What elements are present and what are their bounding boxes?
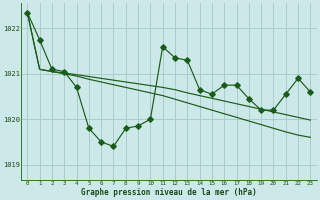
X-axis label: Graphe pression niveau de la mer (hPa): Graphe pression niveau de la mer (hPa) — [81, 188, 257, 197]
